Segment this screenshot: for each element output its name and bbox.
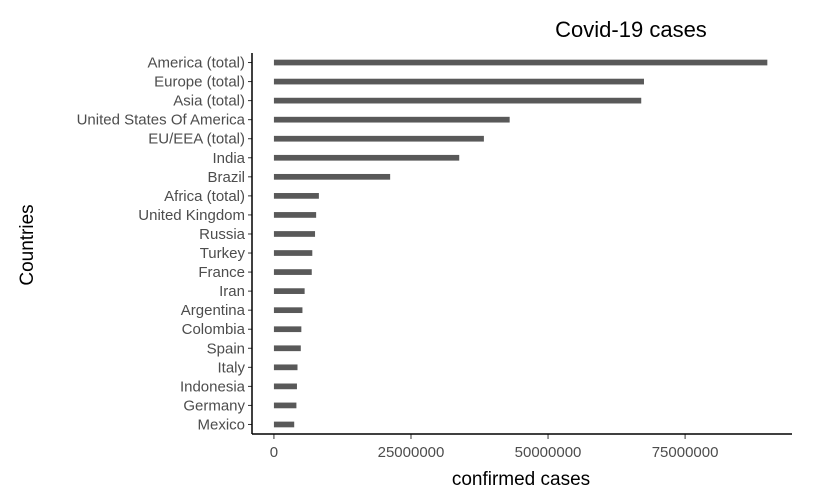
y-tick-label: Brazil — [207, 169, 245, 186]
bars-group — [273, 59, 768, 428]
y-tick-label: Germany — [183, 397, 245, 414]
y-tick-label: Spain — [207, 340, 245, 357]
y-tick-label: America (total) — [147, 55, 245, 72]
bar — [273, 250, 313, 256]
bar — [273, 59, 768, 66]
x-tick-label: 50000000 — [515, 444, 582, 461]
y-tick-label: Russia — [199, 226, 246, 243]
y-tick-label: Italy — [217, 359, 245, 376]
bar — [273, 345, 301, 352]
bar — [273, 364, 298, 371]
bar — [273, 402, 297, 409]
x-tick-label: 0 — [270, 444, 278, 461]
bar — [273, 135, 484, 142]
y-tick-label: EU/EEA (total) — [148, 131, 245, 148]
y-axis-title: Countries — [17, 204, 38, 285]
bar — [273, 212, 317, 218]
bar — [273, 173, 391, 180]
y-axis-ticks: America (total) Europe (total) Asia (total… — [77, 55, 252, 433]
y-tick-label: United States Of America — [77, 112, 246, 129]
bar — [273, 97, 642, 104]
y-tick-label: France — [198, 264, 245, 281]
x-tick-label: 75000000 — [652, 444, 719, 461]
bar — [273, 269, 312, 275]
y-tick-label: Europe (total) — [154, 74, 245, 91]
bar — [273, 288, 305, 294]
y-tick-label: Turkey — [200, 245, 246, 262]
y-tick-label: Mexico — [197, 416, 245, 433]
bar — [273, 326, 302, 333]
bar — [273, 154, 460, 161]
bar — [273, 421, 295, 428]
bar — [273, 383, 297, 390]
bar — [273, 78, 644, 85]
x-axis-title: confirmed cases — [452, 469, 590, 490]
x-tick-label: 25000000 — [378, 444, 445, 461]
bar — [273, 231, 316, 237]
y-tick-label: India — [212, 150, 245, 167]
y-tick-label: United Kingdom — [138, 207, 245, 224]
bar — [273, 193, 319, 199]
x-axis-ticks: 0 25000000 50000000 75000000 — [270, 434, 719, 461]
y-tick-label: Indonesia — [180, 378, 246, 395]
y-tick-label: Iran — [219, 283, 245, 300]
y-tick-label: Argentina — [181, 302, 246, 319]
bar — [273, 307, 303, 314]
y-tick-label: Asia (total) — [173, 93, 245, 110]
y-tick-label: Africa (total) — [164, 188, 245, 205]
chart-title: Covid-19 cases — [555, 17, 707, 42]
y-tick-label: Colombia — [182, 321, 246, 338]
bar — [273, 116, 510, 123]
